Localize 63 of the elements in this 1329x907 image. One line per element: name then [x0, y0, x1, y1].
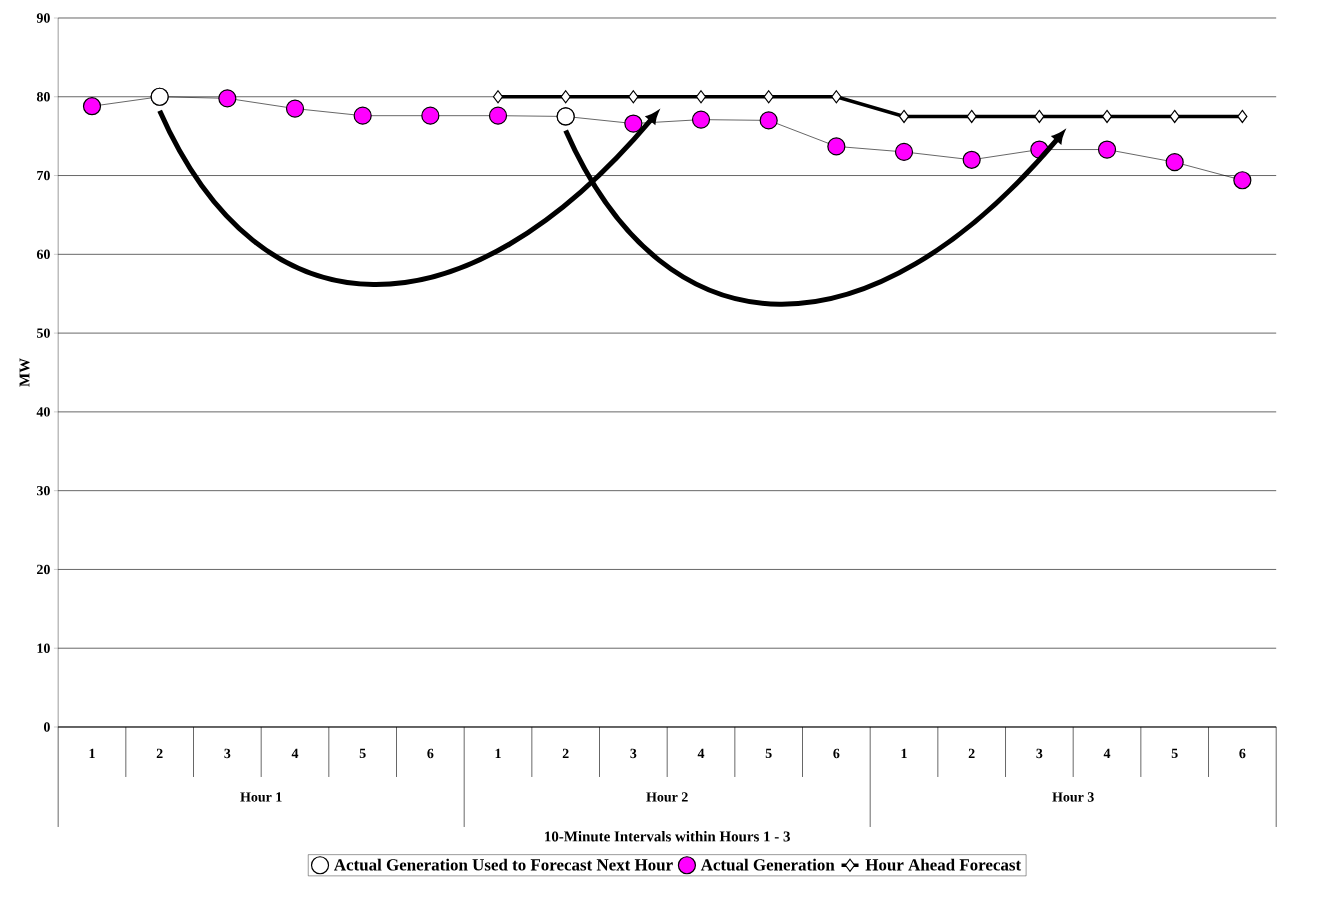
x-tick-label: 6 — [1239, 748, 1246, 759]
x-tick-label: 3 — [630, 748, 637, 759]
point — [1097, 140, 1117, 159]
point — [1233, 171, 1252, 190]
y-tick-label: 40 — [36, 407, 50, 417]
x-tick-label: 1 — [89, 748, 95, 758]
x-tick-label: 4 — [1103, 748, 1111, 758]
point — [894, 142, 914, 162]
point — [218, 89, 237, 108]
point — [759, 111, 778, 130]
point — [492, 90, 504, 104]
y-axis-title: MW — [19, 358, 30, 387]
text: Hour 1 — [240, 792, 282, 802]
x-tick-label: 4 — [697, 748, 705, 758]
point — [488, 106, 508, 125]
point — [1101, 109, 1113, 124]
x-tick-label: 6 — [427, 748, 434, 759]
y-tick-label: 30 — [36, 485, 50, 496]
point — [763, 90, 774, 104]
y-tick-label: 60 — [36, 249, 50, 260]
x-tick-label: 1 — [901, 748, 907, 758]
y-tick-label: 50 — [37, 328, 50, 338]
x-tick-label: 5 — [359, 748, 366, 759]
y-tick-label: 10 — [37, 643, 50, 653]
point — [421, 106, 440, 125]
point — [624, 114, 643, 133]
point — [1034, 109, 1045, 124]
point — [285, 99, 305, 118]
x-tick-label: 5 — [1171, 748, 1178, 759]
x-tick-label: 5 — [765, 748, 772, 759]
point — [695, 90, 707, 104]
y-tick-label: 20 — [37, 564, 50, 575]
point — [1237, 109, 1248, 124]
y-tick-label: 80 — [36, 92, 50, 102]
y-tick-label: 90 — [36, 13, 50, 23]
y-tick-label: 0 — [43, 722, 50, 732]
x-tick-label: 6 — [833, 748, 840, 759]
point — [1165, 153, 1184, 172]
point — [691, 110, 711, 129]
point — [898, 109, 910, 124]
x-tick-label: 4 — [291, 748, 299, 758]
point — [962, 150, 981, 169]
text: Hour 2 — [646, 792, 688, 802]
point — [628, 90, 639, 104]
point — [560, 90, 571, 104]
x-axis-title: 10-Minute Intervals within Hours 1 - 3 — [545, 830, 790, 842]
x-tick-label: 3 — [1036, 748, 1043, 759]
y-tick-label: 70 — [37, 170, 50, 181]
point — [827, 137, 846, 156]
x-tick-label: 3 — [224, 748, 231, 759]
text: Hour 3 — [1052, 792, 1094, 802]
x-tick-label: 2 — [156, 748, 163, 758]
point — [353, 106, 372, 125]
legend-label: Actual Generation Used to Forecast Next Hour — [334, 858, 673, 871]
legend-label: Hour Ahead Forecast — [865, 858, 1022, 871]
point — [82, 97, 102, 116]
x-tick-label: 2 — [968, 748, 975, 758]
x-tick-label: 1 — [495, 748, 501, 758]
point — [1169, 109, 1180, 124]
x-tick-label: 2 — [562, 748, 569, 758]
point — [831, 90, 842, 104]
point — [966, 109, 977, 124]
legend-label: Actual Generation — [700, 858, 835, 871]
